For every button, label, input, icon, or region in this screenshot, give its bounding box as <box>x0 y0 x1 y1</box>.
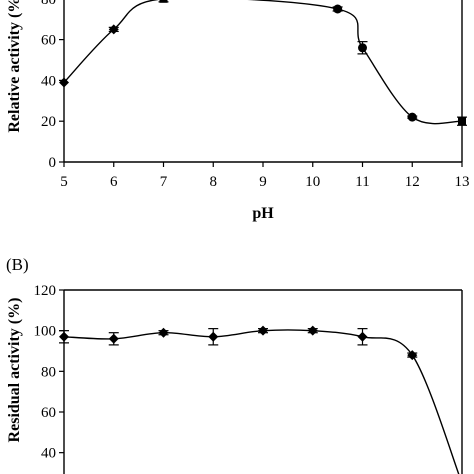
data-point <box>108 333 119 344</box>
data-point <box>458 117 466 126</box>
y-tick-label: 40 <box>41 73 56 89</box>
panel-a-ylabel: Relative activity (%) <box>6 0 23 133</box>
x-tick-label: 6 <box>110 174 118 190</box>
panel-a-ticks: 0 20 40 60 80 5 6 7 8 9 10 11 12 13 <box>41 0 470 190</box>
panel-b-ylabel: Residual activity (%) <box>6 298 23 443</box>
panel-b-ticks: 40 60 80 100 120 <box>34 283 64 462</box>
y-tick-label: 120 <box>34 283 57 299</box>
x-tick-label: 9 <box>259 174 267 190</box>
panel-a-axes <box>63 0 463 163</box>
panel-b-axes <box>63 289 463 474</box>
y-tick-label: 60 <box>41 405 56 421</box>
data-point <box>59 77 69 88</box>
x-tick-label: 10 <box>305 174 320 190</box>
x-tick-label: 8 <box>210 174 218 190</box>
panel-a-plot-area <box>59 0 467 126</box>
data-point <box>407 112 417 122</box>
x-tick-label: 13 <box>455 174 470 190</box>
data-point <box>307 325 318 336</box>
panel-b-ph-stability: (B) Residual activity (%) 40 60 80 100 120 <box>6 255 463 474</box>
data-point <box>333 4 343 14</box>
y-tick-label: 0 <box>49 155 57 171</box>
x-tick-label: 5 <box>60 174 68 190</box>
y-tick-label: 100 <box>34 324 57 340</box>
panel-a-xlabel: pH <box>252 205 274 222</box>
x-tick-label: 11 <box>355 174 369 190</box>
x-tick-label: 7 <box>160 174 168 190</box>
data-point <box>407 350 418 361</box>
data-point <box>159 0 168 3</box>
y-tick-label: 60 <box>41 33 56 49</box>
data-point <box>357 331 368 342</box>
y-tick-label: 80 <box>41 0 56 8</box>
x-tick-label: 12 <box>405 174 420 190</box>
panel-a-ph-activity: Relative activity (%) 0 20 40 60 80 5 6 7 8 9 10 11… <box>6 0 470 222</box>
y-tick-label: 20 <box>41 114 56 130</box>
data-point <box>108 24 119 35</box>
series-line <box>63 329 460 474</box>
data-point <box>208 331 219 342</box>
data-point <box>358 43 367 53</box>
y-tick-label: 80 <box>41 364 56 380</box>
panel-b-plot-area <box>59 325 460 474</box>
data-point <box>158 327 169 338</box>
series-line <box>63 0 463 125</box>
y-tick-label: 40 <box>41 446 56 462</box>
data-point <box>258 325 268 336</box>
data-point <box>59 331 69 342</box>
panel-b-label: (B) <box>6 255 29 274</box>
